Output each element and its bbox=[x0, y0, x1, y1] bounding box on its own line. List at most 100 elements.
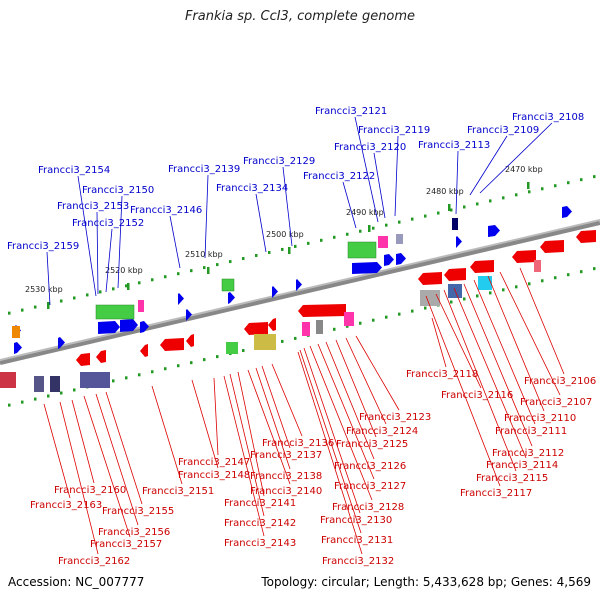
gene-leader-line bbox=[345, 337, 387, 425]
gene-leader-line bbox=[317, 343, 375, 480]
upper-guide-tick bbox=[190, 269, 193, 273]
gene-leader-line bbox=[169, 215, 181, 269]
gene-leader-line bbox=[43, 403, 71, 499]
upper-guide-tick bbox=[476, 202, 479, 206]
feature-block bbox=[50, 376, 60, 392]
lower-guide-tick bbox=[151, 370, 154, 374]
scale-tick bbox=[368, 225, 371, 232]
gene-leader-line bbox=[443, 289, 517, 472]
lower-guide-tick bbox=[411, 309, 414, 313]
lower-guide-tick bbox=[73, 388, 76, 392]
reverse-gene-arrow bbox=[470, 260, 494, 273]
gene-label: Francci3_2138 bbox=[250, 471, 322, 482]
upper-guide-tick bbox=[177, 272, 180, 276]
gene-leader-line bbox=[204, 174, 209, 259]
forward-gene-arrow bbox=[58, 337, 65, 349]
lower-guide-tick bbox=[385, 315, 388, 319]
gene-leader-line bbox=[342, 181, 357, 229]
gene-leader-line bbox=[519, 267, 565, 375]
forward-gene-arrow bbox=[98, 321, 120, 334]
feature-block bbox=[226, 342, 238, 354]
scale-tick bbox=[207, 267, 210, 274]
gene-label: Francci3_2152 bbox=[72, 218, 144, 229]
feature-block bbox=[316, 320, 323, 334]
lower-guide-tick bbox=[60, 391, 63, 395]
upper-guide-tick bbox=[307, 241, 310, 245]
gene-leader-line bbox=[229, 373, 265, 517]
lower-guide-tick bbox=[515, 285, 518, 289]
upper-guide-tick bbox=[385, 223, 388, 227]
lower-guide-tick bbox=[203, 358, 206, 362]
lower-guide-tick bbox=[580, 270, 583, 274]
gene-label: Francci3_2130 bbox=[320, 515, 392, 526]
upper-guide-tick bbox=[502, 196, 505, 200]
gene-label: Francci3_2155 bbox=[102, 506, 174, 517]
gene-label: Francci3_2154 bbox=[38, 165, 110, 176]
gene-label: Francci3_2142 bbox=[224, 518, 296, 529]
forward-gene-arrow bbox=[178, 293, 184, 305]
rna-feature-block bbox=[221, 278, 235, 292]
reverse-gene-arrow bbox=[298, 304, 346, 317]
feature-block bbox=[420, 290, 440, 306]
forward-gene-arrow bbox=[140, 321, 149, 333]
gene-label: Francci3_2157 bbox=[90, 539, 162, 550]
scale-tick bbox=[527, 182, 530, 189]
gene-leader-line bbox=[469, 135, 508, 196]
gene-label: Francci3_2116 bbox=[441, 390, 513, 401]
feature-block bbox=[344, 312, 354, 326]
gene-leader-line bbox=[117, 195, 123, 289]
rna-feature-block bbox=[347, 241, 377, 259]
gene-leader-line bbox=[77, 175, 97, 297]
gene-label: Francci3_2111 bbox=[495, 426, 567, 437]
reverse-gene-arrow bbox=[268, 318, 276, 331]
lower-guide-tick bbox=[34, 397, 37, 401]
gene-label: Francci3_2109 bbox=[467, 125, 539, 136]
feature-block bbox=[80, 372, 110, 388]
gene-label: Francci3_2147 bbox=[178, 457, 250, 468]
gene-label: Francci3_2124 bbox=[346, 426, 418, 437]
gene-leader-line bbox=[487, 275, 545, 412]
upper-guide-tick bbox=[86, 293, 89, 297]
gene-label: Francci3_2113 bbox=[418, 140, 490, 151]
upper-guide-tick bbox=[242, 257, 245, 261]
scale-tick bbox=[47, 302, 50, 309]
gene-leader-line bbox=[303, 347, 361, 514]
gene-leader-line bbox=[96, 211, 99, 295]
upper-guide-tick bbox=[567, 181, 570, 185]
upper-guide-tick bbox=[164, 275, 167, 279]
gene-leader-line bbox=[95, 393, 139, 526]
accession-label: Accession: NC_007777 bbox=[8, 575, 145, 589]
reverse-gene-arrow bbox=[186, 334, 194, 347]
lower-guide-tick bbox=[177, 364, 180, 368]
gene-label: Francci3_2146 bbox=[130, 205, 202, 216]
gene-leader-line bbox=[282, 166, 293, 247]
gene-leader-line bbox=[46, 251, 51, 306]
gene-label: Francci3_2160 bbox=[54, 485, 126, 496]
upper-guide-tick bbox=[216, 263, 219, 267]
scale-tick bbox=[127, 283, 130, 290]
gene-label: Francci3_2153 bbox=[57, 201, 129, 212]
feature-block bbox=[254, 334, 276, 350]
upper-guide-tick bbox=[151, 278, 154, 282]
upper-guide-tick bbox=[515, 193, 518, 197]
lower-guide-tick bbox=[242, 349, 245, 353]
scale-label: 2470 kbp bbox=[505, 165, 543, 174]
lower-guide-tick bbox=[554, 276, 557, 280]
feature-block bbox=[378, 236, 388, 248]
upper-guide-tick bbox=[255, 254, 258, 257]
scale-label: 2500 kbp bbox=[266, 230, 304, 239]
gene-label: Francci3_2139 bbox=[168, 164, 240, 175]
gene-label: Francci3_2125 bbox=[336, 439, 408, 450]
gene-label: Francci3_2159 bbox=[7, 241, 79, 252]
reverse-gene-arrow bbox=[96, 350, 106, 363]
gene-leader-line bbox=[261, 365, 291, 449]
upper-guide-tick bbox=[138, 281, 141, 285]
gene-leader-line bbox=[425, 295, 501, 487]
upper-guide-tick bbox=[372, 226, 375, 230]
upper-guide-tick bbox=[489, 199, 492, 203]
feature-block bbox=[138, 300, 144, 312]
lower-guide-tick bbox=[294, 336, 297, 340]
feature-block bbox=[396, 234, 403, 244]
gene-leader-line bbox=[237, 371, 265, 497]
forward-gene-arrow bbox=[352, 262, 382, 274]
